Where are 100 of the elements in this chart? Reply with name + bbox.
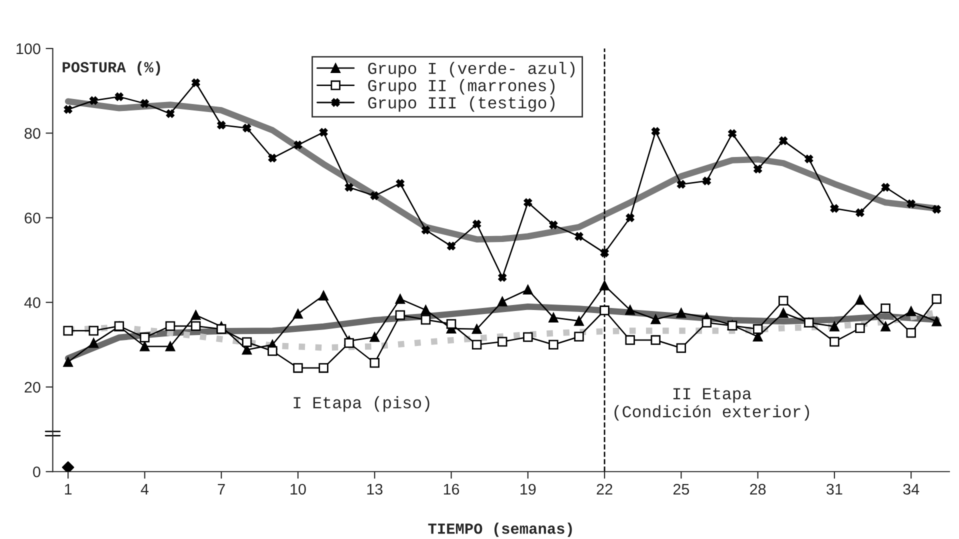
- y-tick-label: 100: [16, 43, 40, 54]
- y-axis-title: POSTURA (%): [62, 61, 160, 76]
- point: [166, 110, 174, 118]
- legend-label: Grupo II (marrones): [368, 79, 554, 95]
- point: [856, 208, 864, 217]
- point: [650, 335, 660, 345]
- point: [574, 232, 584, 241]
- point: [932, 294, 942, 304]
- point: [268, 154, 277, 162]
- point: [906, 328, 916, 338]
- point: [498, 273, 507, 282]
- point: [472, 220, 481, 228]
- point: [242, 124, 252, 132]
- point: [63, 326, 73, 336]
- point: [472, 324, 482, 334]
- y-tick-label: 40: [24, 297, 40, 308]
- point: [497, 296, 508, 306]
- point: [88, 326, 98, 336]
- point: [932, 205, 941, 214]
- point: [830, 322, 840, 332]
- point: [140, 342, 150, 352]
- point: [140, 332, 150, 342]
- point: [420, 314, 431, 325]
- point: [752, 324, 763, 334]
- point: [472, 340, 482, 350]
- point: [370, 192, 379, 200]
- point: [420, 305, 431, 315]
- point: [89, 96, 98, 105]
- x-tick-label: 1: [64, 484, 72, 494]
- x-tick-label: 22: [596, 484, 612, 494]
- point: [548, 312, 558, 322]
- x-tick-label: 25: [673, 484, 690, 495]
- point: [548, 340, 558, 350]
- point: [650, 314, 660, 324]
- point: [549, 220, 558, 230]
- point: [165, 321, 176, 331]
- point: [293, 363, 303, 373]
- point: [880, 303, 890, 314]
- x-tick-label: 4: [140, 484, 149, 494]
- point: [64, 105, 72, 114]
- x-axis-title: TIEMPO (semanas): [428, 522, 572, 537]
- point: [702, 176, 711, 186]
- point: [676, 308, 686, 318]
- point: [906, 306, 916, 316]
- point: [497, 336, 508, 347]
- point: [728, 129, 736, 138]
- point: [574, 332, 584, 342]
- point: [190, 321, 201, 331]
- point: [702, 318, 712, 328]
- point: [855, 294, 865, 305]
- point: [932, 316, 942, 326]
- y-tick-label: 0: [33, 466, 40, 478]
- point: [625, 335, 635, 345]
- x-tick-label: 19: [520, 484, 536, 495]
- y-tick-label: 80: [24, 128, 40, 139]
- x-tick-label: 13: [367, 484, 382, 495]
- x-tick-label: 28: [750, 484, 766, 495]
- point: [268, 346, 278, 356]
- point: [778, 296, 788, 306]
- x-tick-label: 31: [826, 484, 842, 495]
- x-tick-label: 7: [218, 484, 225, 494]
- point: [190, 310, 201, 320]
- point: [318, 363, 328, 373]
- point: [830, 204, 839, 213]
- point: [625, 305, 635, 315]
- point: [370, 332, 380, 342]
- annotation: II Etapa (Condición exterior): [614, 388, 809, 421]
- point: [217, 120, 226, 130]
- point: [600, 280, 610, 290]
- point: [880, 322, 890, 332]
- point: [344, 338, 354, 348]
- legend-label: Grupo III (testigo): [368, 96, 554, 112]
- x-tick-label: 16: [444, 484, 460, 495]
- point: [524, 198, 532, 207]
- point: [88, 338, 98, 348]
- point: [881, 183, 890, 192]
- point: [447, 242, 456, 250]
- point: [114, 92, 124, 101]
- y-tick-label: 20: [24, 382, 40, 393]
- legend-label: Grupo I (verde- azul): [368, 62, 574, 78]
- point: [395, 310, 406, 320]
- point: [830, 336, 840, 347]
- point: [370, 358, 380, 368]
- y-tick-label: 60: [24, 212, 40, 224]
- point: [446, 319, 456, 329]
- point: [778, 308, 788, 318]
- point: [651, 127, 660, 136]
- point: [523, 332, 533, 342]
- point: [396, 179, 404, 188]
- point: [293, 308, 303, 319]
- point: [523, 284, 533, 295]
- point: [294, 140, 302, 150]
- point: [779, 136, 788, 145]
- point: [677, 180, 686, 188]
- point: [422, 226, 430, 234]
- point: [344, 183, 354, 192]
- point: [140, 99, 149, 108]
- point: [395, 294, 406, 304]
- point: [62, 461, 74, 472]
- point: [574, 316, 584, 326]
